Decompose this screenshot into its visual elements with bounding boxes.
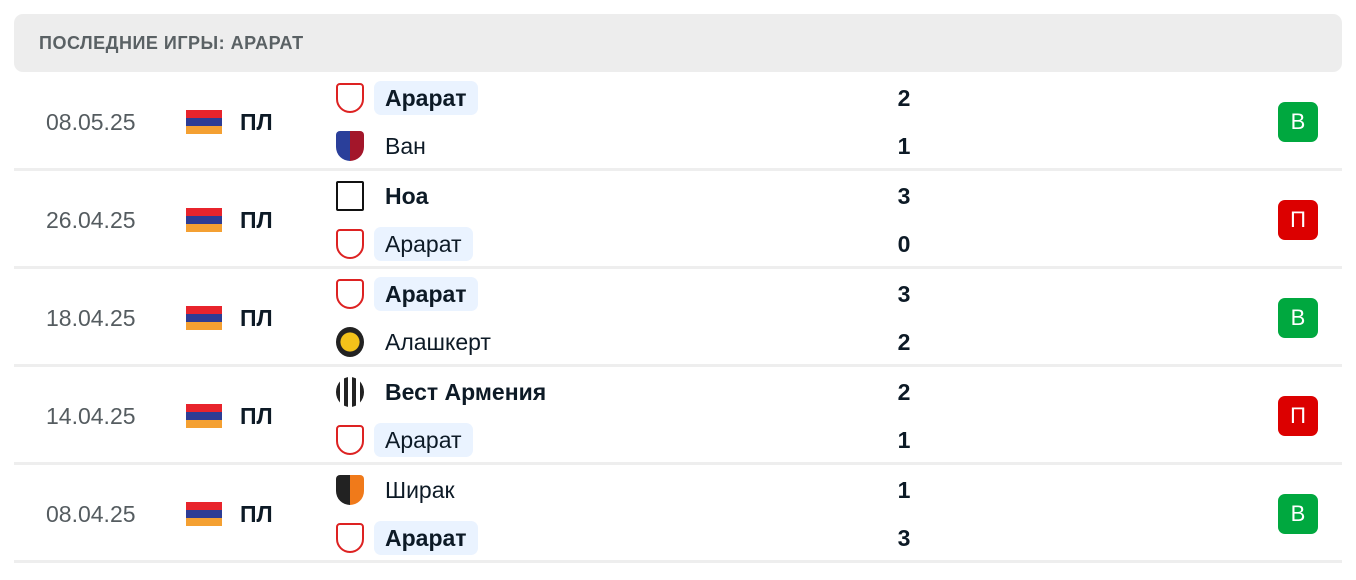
league-label[interactable]: ПЛ bbox=[240, 305, 273, 331]
match-date: 08.05.25 bbox=[46, 109, 136, 135]
match-row[interactable]: 08.05.25 ПЛ Арарат 2 Ван 1 В bbox=[14, 73, 1342, 171]
noah-logo-icon bbox=[336, 181, 364, 211]
home-team[interactable]: Ноа 3 bbox=[334, 179, 934, 213]
match-row[interactable]: 26.04.25 ПЛ Ноа 3 Арарат 0 П bbox=[14, 171, 1342, 269]
home-team[interactable]: Арарат 2 bbox=[334, 81, 934, 115]
team-name: Арарат bbox=[374, 227, 473, 261]
match-row[interactable]: 14.04.25 ПЛ Вест Армения 2 Арарат 1 П bbox=[14, 367, 1342, 465]
team-score: 1 bbox=[897, 427, 911, 453]
team-score: 2 bbox=[897, 329, 911, 355]
team-name: Арарат bbox=[374, 81, 478, 115]
ararat-logo-icon bbox=[336, 425, 364, 455]
away-team[interactable]: Алашкерт 2 bbox=[334, 325, 934, 359]
league-label[interactable]: ПЛ bbox=[240, 207, 273, 233]
home-team[interactable]: Арарат 3 bbox=[334, 277, 934, 311]
away-team[interactable]: Ван 1 bbox=[334, 129, 934, 163]
team-name: Ширак bbox=[385, 477, 455, 503]
team-score: 3 bbox=[897, 525, 911, 551]
home-team[interactable]: Вест Армения 2 bbox=[334, 375, 934, 409]
armenia-flag-icon bbox=[186, 110, 222, 134]
team-score: 3 bbox=[897, 281, 911, 307]
match-date: 08.04.25 bbox=[46, 501, 136, 527]
shirak-logo-icon bbox=[336, 475, 364, 505]
away-team[interactable]: Арарат 3 bbox=[334, 521, 934, 555]
section-title: ПОСЛЕДНИЕ ИГРЫ: АРАРАТ bbox=[39, 33, 304, 53]
team-score: 1 bbox=[897, 477, 911, 503]
armenia-flag-icon bbox=[186, 502, 222, 526]
result-badge: П bbox=[1278, 396, 1318, 436]
ararat-logo-icon bbox=[336, 83, 364, 113]
result-badge: В bbox=[1278, 102, 1318, 142]
result-badge: В bbox=[1278, 298, 1318, 338]
team-score: 2 bbox=[897, 379, 911, 405]
match-row[interactable]: 18.04.25 ПЛ Арарат 3 Алашкерт 2 В bbox=[14, 269, 1342, 367]
team-score: 2 bbox=[897, 85, 911, 111]
team-score: 0 bbox=[897, 231, 911, 257]
league-label[interactable]: ПЛ bbox=[240, 109, 273, 135]
away-team[interactable]: Арарат 0 bbox=[334, 227, 934, 261]
team-name: Арарат bbox=[374, 521, 478, 555]
result-badge: П bbox=[1278, 200, 1318, 240]
armenia-flag-icon bbox=[186, 208, 222, 232]
west-armenia-logo-icon bbox=[336, 377, 364, 407]
team-name: Ноа bbox=[385, 183, 429, 209]
team-name: Арарат bbox=[374, 277, 478, 311]
armenia-flag-icon bbox=[186, 306, 222, 330]
team-score: 3 bbox=[897, 183, 911, 209]
team-name: Алашкерт bbox=[385, 329, 491, 355]
ararat-logo-icon bbox=[336, 523, 364, 553]
result-badge: В bbox=[1278, 494, 1318, 534]
league-label[interactable]: ПЛ bbox=[240, 403, 273, 429]
match-row[interactable]: 08.04.25 ПЛ Ширак 1 Арарат 3 В bbox=[14, 465, 1342, 563]
team-score: 1 bbox=[897, 133, 911, 159]
match-date: 14.04.25 bbox=[46, 403, 136, 429]
section-header: ПОСЛЕДНИЕ ИГРЫ: АРАРАТ bbox=[14, 14, 1342, 72]
match-date: 18.04.25 bbox=[46, 305, 136, 331]
ararat-logo-icon bbox=[336, 229, 364, 259]
alashkert-logo-icon bbox=[336, 327, 364, 357]
team-name: Вест Армения bbox=[385, 379, 547, 405]
match-date: 26.04.25 bbox=[46, 207, 136, 233]
team-name: Арарат bbox=[374, 423, 473, 457]
away-team[interactable]: Арарат 1 bbox=[334, 423, 934, 457]
team-name: Ван bbox=[385, 133, 426, 159]
home-team[interactable]: Ширак 1 bbox=[334, 473, 934, 507]
ararat-logo-icon bbox=[336, 279, 364, 309]
armenia-flag-icon bbox=[186, 404, 222, 428]
van-logo-icon bbox=[336, 131, 364, 161]
league-label[interactable]: ПЛ bbox=[240, 501, 273, 527]
